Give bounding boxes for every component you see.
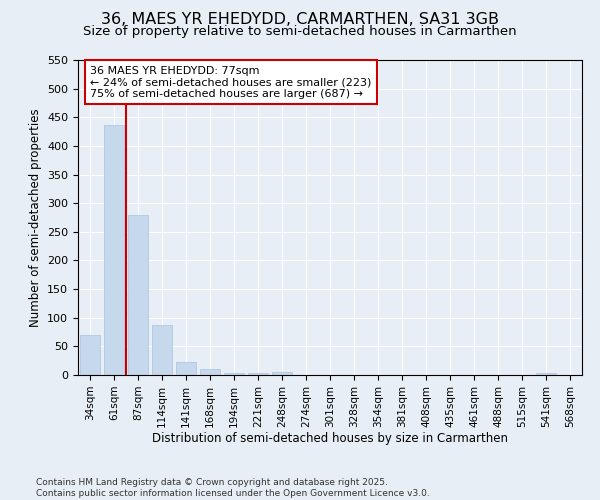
Bar — [104, 124, 124, 375]
Bar — [248, 372, 268, 375]
Bar — [200, 370, 220, 375]
Bar — [224, 372, 244, 375]
Bar — [128, 214, 148, 375]
Y-axis label: Number of semi-detached properties: Number of semi-detached properties — [29, 108, 41, 327]
Bar — [80, 335, 100, 375]
Text: 36, MAES YR EHEDYDD, CARMARTHEN, SA31 3GB: 36, MAES YR EHEDYDD, CARMARTHEN, SA31 3G… — [101, 12, 499, 28]
Text: Size of property relative to semi-detached houses in Carmarthen: Size of property relative to semi-detach… — [83, 25, 517, 38]
Bar — [176, 362, 196, 375]
Bar — [536, 372, 556, 375]
Bar — [272, 372, 292, 375]
Bar — [152, 324, 172, 375]
X-axis label: Distribution of semi-detached houses by size in Carmarthen: Distribution of semi-detached houses by … — [152, 432, 508, 446]
Text: 36 MAES YR EHEDYDD: 77sqm
← 24% of semi-detached houses are smaller (223)
75% of: 36 MAES YR EHEDYDD: 77sqm ← 24% of semi-… — [91, 66, 372, 99]
Text: Contains HM Land Registry data © Crown copyright and database right 2025.
Contai: Contains HM Land Registry data © Crown c… — [36, 478, 430, 498]
